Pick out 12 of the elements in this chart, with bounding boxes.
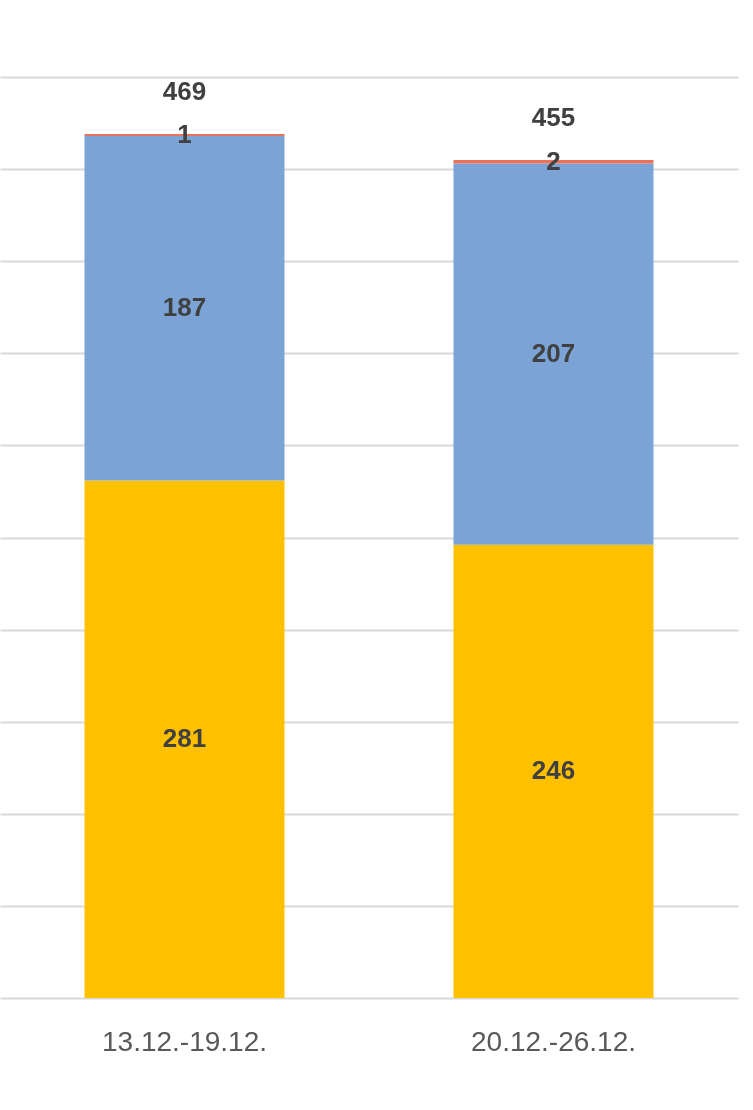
data-label: 1 — [177, 119, 192, 150]
data-label: 2 — [546, 145, 561, 176]
x-tick-label: 13.12.-19.12. — [101, 1025, 268, 1057]
bar — [84, 480, 285, 998]
data-label: 246 — [531, 755, 576, 786]
total-label: 469 — [162, 76, 207, 107]
data-label: 281 — [162, 723, 207, 754]
total-label: 455 — [531, 101, 576, 132]
data-label: 187 — [162, 292, 207, 323]
x-tick-label: 20.12.-26.12. — [470, 1025, 637, 1057]
data-label: 207 — [531, 338, 576, 369]
bar — [453, 544, 654, 998]
